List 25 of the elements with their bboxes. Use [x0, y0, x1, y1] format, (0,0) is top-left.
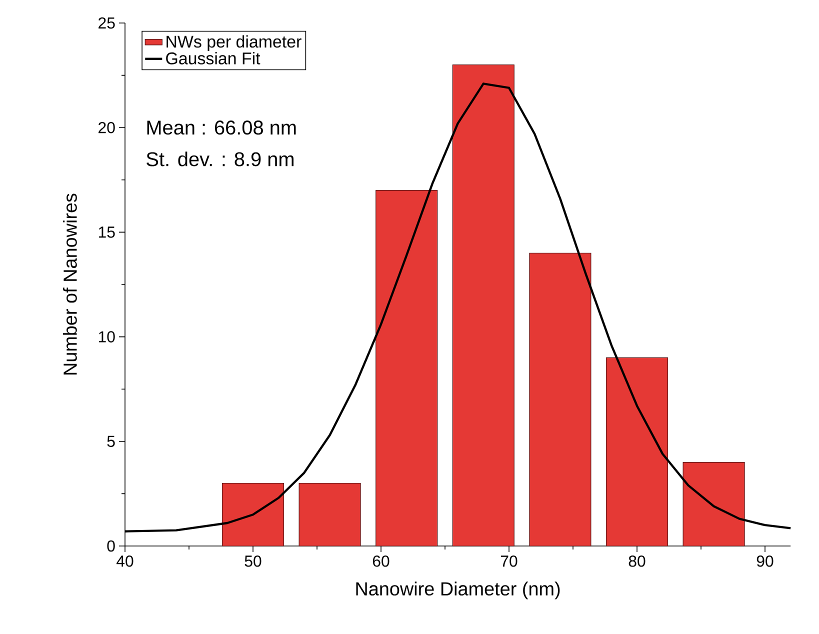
y-tick-label: 10: [98, 331, 115, 342]
legend-label: Gaussian Fit: [166, 52, 260, 64]
y-tick-label: 5: [107, 436, 115, 447]
legend-label: NWs per diameter: [166, 35, 302, 52]
bar: [298, 482, 361, 546]
x-tick-label: 60: [372, 556, 390, 567]
y-tick-label: 25: [98, 17, 115, 29]
bar: [606, 357, 668, 546]
x-tick-label: 70: [500, 556, 518, 567]
annotation: Mean : 66.08 nm: [147, 120, 296, 135]
y-tick-label: 15: [98, 226, 115, 238]
x-axis-title: Nanowire Diameter (nm): [356, 582, 560, 600]
bar: [452, 64, 514, 546]
bar: [222, 482, 284, 546]
annotation: St. dev. : 8.9 nm: [146, 152, 294, 166]
x-tick-label: 40: [116, 556, 134, 567]
y-tick-label: 20: [98, 122, 115, 134]
x-tick-label: 80: [628, 556, 646, 567]
bar: [682, 462, 745, 546]
bar: [529, 252, 592, 546]
y-axis-title: Number of Nanowires: [63, 194, 77, 374]
x-tick-label: 50: [244, 556, 262, 567]
y-tick-label: 0: [107, 540, 115, 552]
x-tick-label: 90: [756, 556, 774, 567]
bar: [376, 190, 438, 546]
